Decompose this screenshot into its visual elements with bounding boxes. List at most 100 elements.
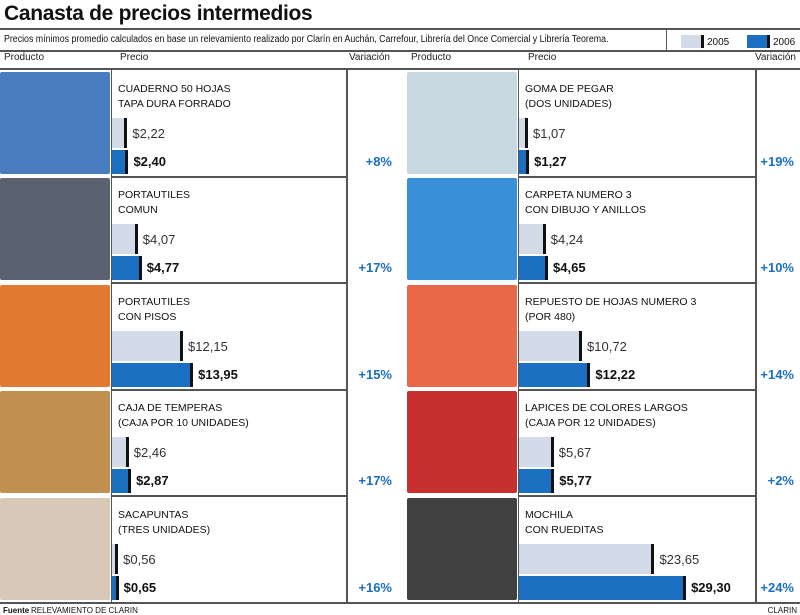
footer: Fuente RELEVAMIENTO DE CLARIN CLARIN (0, 602, 800, 615)
source-label: Fuente (3, 606, 30, 615)
price-2005: $4,24 (550, 232, 584, 248)
legend: 2005 2006 (666, 30, 795, 50)
legend-swatch-2005 (681, 35, 704, 48)
table-row: PORTAUTILES CON PISOS $12,15 $13,95 +15% (0, 282, 400, 391)
product-photo (0, 284, 110, 387)
table-row: MOCHILA CON RUEDITAS $23,65 $29,30 +24% (407, 495, 800, 604)
bar-2005 (112, 118, 128, 148)
price-2005: $0,56 (123, 551, 156, 567)
table-row: PORTAUTILES COMUN $4,07 $4,77 +17% (0, 176, 400, 285)
page-title: Canasta de precios intermedios (4, 2, 313, 25)
variation: +24% (760, 579, 794, 595)
bar-2006 (112, 469, 132, 494)
table-row: SACAPUNTAS (TRES UNIDADES) $0,56 $0,65 +… (0, 495, 400, 604)
col-header-product: Producto (4, 52, 45, 63)
source: RELEVAMIENTO DE CLARIN (31, 606, 138, 615)
bar-2005 (519, 224, 546, 255)
product-name: PORTAUTILES COMUN (118, 189, 190, 217)
brand: CLARIN (767, 606, 797, 615)
price-2006: $4,77 (146, 260, 180, 276)
price-2006: $4,65 (553, 260, 586, 276)
product-name: CUADERNO 50 HOJAS TAPA DURA FORRADO (118, 83, 231, 110)
price-2006: $12,22 (595, 366, 636, 382)
price-2006: $2,87 (136, 473, 169, 489)
product-photo (407, 284, 517, 387)
variation: +8% (365, 154, 392, 169)
price-cell: GOMA DE PEGAR (DOS UNIDADES) $1,07 $1,27 (518, 70, 757, 178)
legend-label-2005: 2005 (707, 37, 730, 48)
price-2005: $23,65 (659, 551, 700, 567)
price-2006: $0,65 (123, 579, 157, 595)
product-photo (0, 72, 110, 174)
legend-swatch-2006 (747, 35, 770, 48)
price-cell: PORTAUTILES COMUN $4,07 $4,77 (111, 176, 348, 285)
bar-2005 (112, 437, 129, 468)
col-header-variation: Variación (755, 52, 796, 63)
price-cell: PORTAUTILES CON PISOS $12,15 $13,95 (111, 282, 348, 391)
product-photo (407, 391, 517, 494)
product-name: CARPETA NUMERO 3 CON DIBUJO Y ANILLOS (525, 189, 646, 217)
bar-2005 (519, 118, 528, 148)
table-row: CARPETA NUMERO 3 CON DIBUJO Y ANILLOS $4… (407, 176, 800, 285)
variation: +16% (358, 579, 392, 595)
bar-2005 (519, 543, 655, 574)
price-cell: CUADERNO 50 HOJAS TAPA DURA FORRADO $2,2… (111, 70, 348, 178)
bar-2006 (112, 362, 194, 387)
bar-2005 (112, 224, 138, 255)
product-name: MOCHILA CON RUEDITAS (525, 508, 604, 536)
table-row: CUADERNO 50 HOJAS TAPA DURA FORRADO $2,2… (0, 70, 400, 178)
bar-2006 (112, 150, 129, 174)
price-2005: $10,72 (587, 338, 627, 354)
description: Precios mínimos promedio calculados en b… (4, 34, 609, 45)
bar-2006 (112, 575, 119, 600)
bar-2006 (112, 256, 142, 281)
variation: +15% (358, 366, 392, 382)
variation: +2% (767, 473, 794, 489)
legend-label-2006: 2006 (773, 37, 796, 48)
bar-2005 (112, 543, 119, 574)
price-2005: $2,22 (132, 126, 165, 141)
price-2006: $13,95 (198, 366, 238, 382)
variation: +17% (358, 473, 392, 489)
price-cell: LAPICES DE COLORES LARGOS (CAJA POR 12 U… (518, 389, 757, 498)
bar-2006 (519, 575, 687, 600)
price-2006: $5,77 (559, 473, 592, 489)
table-row: LAPICES DE COLORES LARGOS (CAJA POR 12 U… (407, 389, 800, 498)
bar-2006 (519, 150, 530, 174)
price-cell: CAJA DE TEMPERAS (CAJA POR 10 UNIDADES) … (111, 389, 348, 498)
variation: +14% (760, 366, 794, 382)
variation: +10% (760, 260, 794, 276)
price-cell: REPUESTO DE HOJAS NUMERO 3 (POR 480) $10… (518, 282, 757, 391)
price-2005: $1,07 (532, 126, 566, 141)
price-cell: MOCHILA CON RUEDITAS $23,65 $29,30 (518, 495, 757, 604)
col-header-price: Precio (528, 52, 557, 63)
table-row: GOMA DE PEGAR (DOS UNIDADES) $1,07 $1,27… (407, 70, 800, 178)
description-bar: Precios mínimos promedio calculados en b… (0, 28, 800, 52)
product-photo (0, 391, 110, 494)
price-2005: $4,07 (142, 232, 176, 248)
bar-2005 (519, 437, 554, 468)
product-photo (0, 497, 110, 600)
col-header-variation: Variación (349, 52, 390, 63)
product-name: CAJA DE TEMPERAS (CAJA POR 10 UNIDADES) (118, 402, 249, 430)
divider (0, 68, 800, 70)
product-photo (407, 72, 517, 174)
price-2005: $5,67 (558, 445, 592, 461)
col-header-product: Producto (411, 52, 452, 63)
price-2005: $2,46 (133, 445, 167, 461)
bar-2005 (112, 330, 184, 361)
col-header-price: Precio (120, 52, 149, 63)
product-name: LAPICES DE COLORES LARGOS (CAJA POR 12 U… (525, 402, 688, 430)
variation: +19% (760, 154, 794, 169)
table-row: REPUESTO DE HOJAS NUMERO 3 (POR 480) $10… (407, 282, 800, 391)
bar-2006 (519, 256, 549, 281)
price-cell: SACAPUNTAS (TRES UNIDADES) $0,56 $0,65 (111, 495, 348, 604)
price-2006: $1,27 (534, 154, 567, 169)
bar-2005 (519, 330, 583, 361)
bar-2006 (519, 469, 555, 494)
price-2006: $2,40 (133, 154, 166, 169)
product-name: SACAPUNTAS (TRES UNIDADES) (118, 508, 211, 536)
price-2005: $12,15 (188, 338, 228, 354)
product-name: GOMA DE PEGAR (DOS UNIDADES) (525, 83, 614, 110)
